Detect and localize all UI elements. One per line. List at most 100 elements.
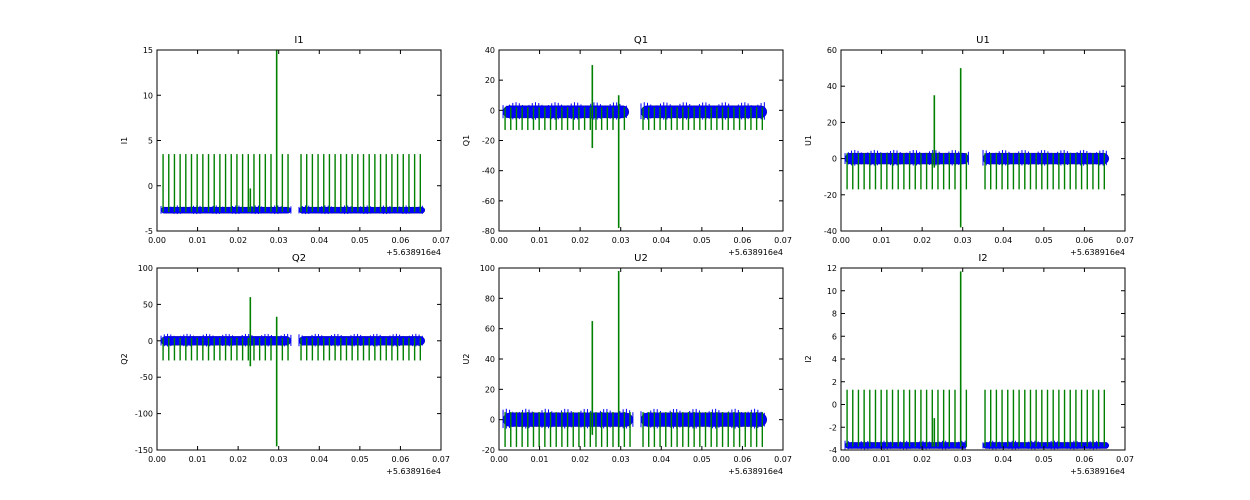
x-tick-label: 0.02 (571, 236, 589, 245)
x-tick-label: 0.01 (531, 236, 549, 245)
axes-frame (840, 267, 1126, 451)
chart-panel-i1: 0.00 0.01 0.02 0.03 0.04 0.05 0.06 0.07 -5 0 5 10 15… (120, 35, 450, 257)
y-tick-label: 100 (480, 264, 495, 273)
y-axis-label: U2 (462, 354, 471, 365)
x-tick-label: 0.01 (531, 455, 549, 464)
x-tick-label: 0.00 (490, 236, 508, 245)
y-tick-label: 100 (138, 264, 153, 273)
y-tick-label: -2 (829, 423, 837, 432)
x-tick-label: 0.00 (148, 455, 166, 464)
y-tick-label: 0 (148, 182, 153, 191)
y-tick-label: 0 (832, 155, 837, 164)
x-tick-label: 0.05 (1035, 455, 1053, 464)
plot-area (160, 50, 426, 215)
chart-title: I2 (978, 253, 987, 264)
x-tick-label: 0.04 (310, 236, 328, 245)
x-tick-label: 0.04 (994, 455, 1012, 464)
axes-frame (840, 49, 1126, 232)
x-tick-label: 0.01 (189, 236, 207, 245)
y-tick-label: -20 (482, 137, 495, 146)
y-tick-label: 60 (827, 46, 837, 55)
x-tick-label: 0.06 (734, 236, 752, 245)
x-tick-label: 0.07 (774, 236, 792, 245)
y-axis-label: U1 (804, 135, 813, 146)
plot-area (502, 271, 768, 447)
x-offset-label: +5.638916e4 (386, 467, 441, 476)
y-tick-label: 0 (490, 416, 495, 425)
y-tick-label: 40 (827, 82, 837, 91)
x-tick-label: 0.04 (652, 455, 670, 464)
x-tick-label: 0.07 (1116, 236, 1134, 245)
x-tick-label: 0.05 (693, 236, 711, 245)
y-tick-label: -4 (829, 446, 837, 455)
y-axis-label: I1 (120, 137, 129, 144)
y-tick-label: 0 (832, 401, 837, 410)
x-tick-label: 0.07 (432, 236, 450, 245)
plot-area (160, 297, 426, 447)
chart-title: Q2 (292, 253, 306, 264)
chart-panel-u1: 0.00 0.01 0.02 0.03 0.04 0.05 0.06 0.07 -40 -20 0 2… (804, 35, 1134, 257)
y-tick-label: -100 (135, 410, 153, 419)
y-tick-label: 0 (148, 337, 153, 346)
plot-area (502, 65, 768, 228)
x-tick-label: 0.06 (392, 455, 410, 464)
y-tick-label: -150 (135, 446, 153, 455)
x-tick-label: 0.04 (652, 236, 670, 245)
x-tick-label: 0.02 (913, 455, 931, 464)
y-tick-label: 10 (143, 91, 153, 100)
y-tick-label: -20 (482, 446, 495, 455)
x-tick-label: 0.06 (1076, 236, 1094, 245)
x-offset-label: +5.638916e4 (728, 248, 783, 257)
x-tick-label: 0.05 (693, 455, 711, 464)
x-tick-label: 0.06 (1076, 455, 1094, 464)
x-tick-label: 0.07 (1116, 455, 1134, 464)
y-tick-label: 40 (485, 355, 495, 364)
y-tick-label: -5 (145, 227, 153, 236)
y-tick-label: 10 (827, 287, 837, 296)
y-tick-label: 20 (827, 118, 837, 127)
y-tick-label: -50 (140, 373, 153, 382)
y-tick-label: 8 (832, 310, 837, 319)
x-tick-label: 0.00 (148, 236, 166, 245)
x-tick-label: 0.06 (392, 236, 410, 245)
x-tick-label: 0.03 (270, 455, 288, 464)
y-tick-label: -40 (824, 227, 837, 236)
x-tick-label: 0.01 (189, 455, 207, 464)
x-tick-label: 0.01 (873, 455, 891, 464)
y-tick-label: 0 (490, 106, 495, 115)
y-tick-label: -60 (482, 197, 495, 206)
x-offset-label: +5.638916e4 (386, 248, 441, 257)
chart-panel-u2: 0.00 0.01 0.02 0.03 0.04 0.05 0.06 0.07 -20 0 20 40… (462, 253, 792, 476)
y-tick-label: -40 (482, 167, 495, 176)
plot-area (844, 271, 1110, 450)
chart-title: Q1 (634, 35, 648, 46)
x-tick-label: 0.03 (954, 236, 972, 245)
axes-frame (156, 267, 442, 451)
x-tick-label: 0.07 (432, 455, 450, 464)
x-tick-label: 0.03 (270, 236, 288, 245)
chart-title: U1 (976, 35, 990, 46)
chart-title: U2 (634, 253, 648, 264)
x-tick-label: 0.06 (734, 455, 752, 464)
chart-title: I1 (294, 35, 303, 46)
y-tick-label: -80 (482, 227, 495, 236)
y-tick-label: 80 (485, 294, 495, 303)
x-tick-label: 0.02 (913, 236, 931, 245)
y-axis-label: I2 (804, 355, 813, 362)
y-tick-label: 4 (832, 355, 837, 364)
y-tick-label: 6 (832, 332, 837, 341)
y-tick-label: -20 (824, 191, 837, 200)
x-tick-label: 0.02 (571, 455, 589, 464)
y-tick-label: 50 (143, 300, 153, 309)
x-tick-label: 0.05 (351, 236, 369, 245)
x-tick-label: 0.03 (612, 236, 630, 245)
x-tick-label: 0.04 (310, 455, 328, 464)
x-offset-label: +5.638916e4 (1070, 467, 1125, 476)
chart-panel-i2: 0.00 0.01 0.02 0.03 0.04 0.05 0.06 0.07 -4 -2 0 2 4 6… (804, 253, 1134, 476)
y-tick-label: 5 (148, 137, 153, 146)
x-tick-label: 0.03 (612, 455, 630, 464)
y-tick-label: 60 (485, 325, 495, 334)
x-tick-label: 0.07 (774, 455, 792, 464)
chart-panel-q1: 0.00 0.01 0.02 0.03 0.04 0.05 0.06 0.07 -80 -60 -4… (462, 35, 792, 257)
